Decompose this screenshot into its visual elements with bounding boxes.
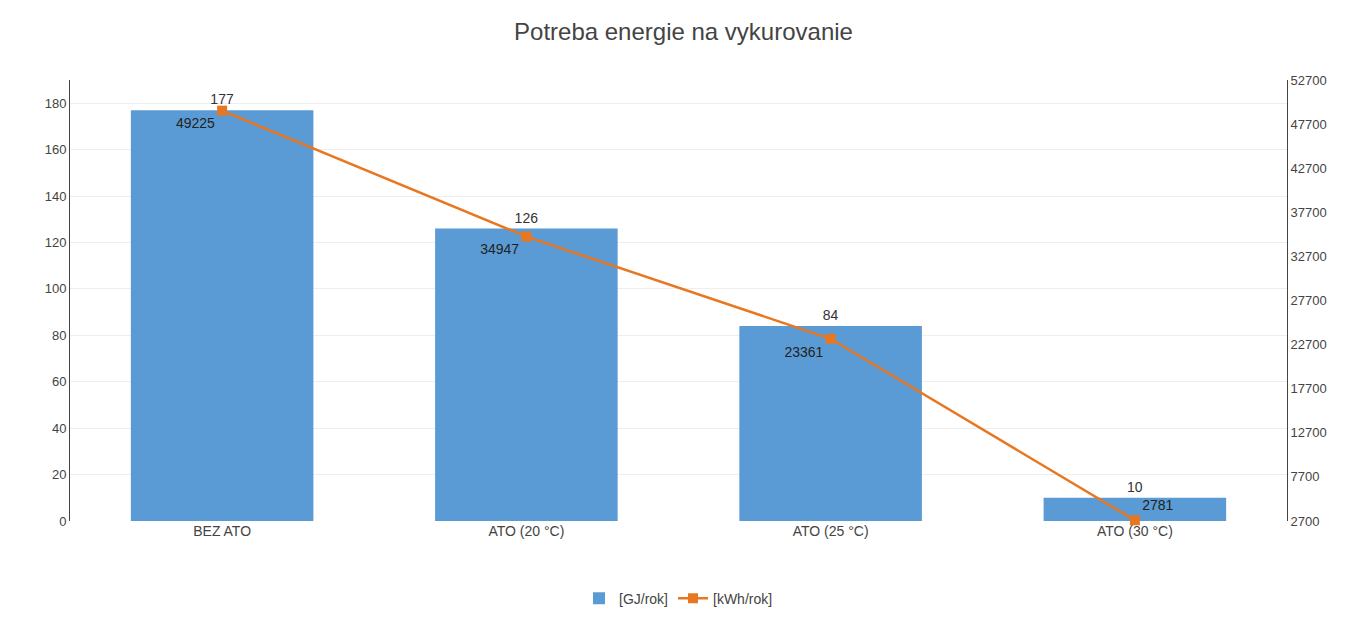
svg-text:52700: 52700 xyxy=(1291,73,1327,88)
svg-text:17700: 17700 xyxy=(1291,381,1327,396)
svg-text:2781: 2781 xyxy=(1142,497,1173,513)
svg-text:ATO (30 °C): ATO (30 °C) xyxy=(1097,523,1173,539)
svg-text:Potreba energie na vykurovanie: Potreba energie na vykurovanie xyxy=(514,18,853,45)
svg-text:80: 80 xyxy=(52,328,66,343)
svg-text:27700: 27700 xyxy=(1291,293,1327,308)
svg-text:126: 126 xyxy=(515,210,539,226)
svg-text:ATO (20 °C): ATO (20 °C) xyxy=(488,523,564,539)
svg-text:177: 177 xyxy=(210,91,234,107)
svg-text:180: 180 xyxy=(45,96,67,111)
svg-text:42700: 42700 xyxy=(1291,161,1327,176)
svg-text:47700: 47700 xyxy=(1291,117,1327,132)
svg-text:37700: 37700 xyxy=(1291,205,1327,220)
svg-text:10: 10 xyxy=(1127,479,1143,495)
svg-text:2700: 2700 xyxy=(1291,514,1320,529)
svg-text:49225: 49225 xyxy=(176,115,215,131)
svg-text:23361: 23361 xyxy=(784,344,823,360)
svg-text:40: 40 xyxy=(52,421,66,436)
svg-text:[kWh/rok]: [kWh/rok] xyxy=(713,591,772,607)
svg-text:84: 84 xyxy=(823,307,839,323)
svg-text:20: 20 xyxy=(52,467,66,482)
svg-text:7700: 7700 xyxy=(1291,469,1320,484)
svg-text:0: 0 xyxy=(59,514,66,529)
svg-text:ATO (25 °C): ATO (25 °C) xyxy=(793,523,869,539)
svg-text:[GJ/rok]: [GJ/rok] xyxy=(619,591,668,607)
svg-text:32700: 32700 xyxy=(1291,249,1327,264)
svg-text:34947: 34947 xyxy=(480,241,519,257)
svg-text:120: 120 xyxy=(45,235,67,250)
svg-text:60: 60 xyxy=(52,374,66,389)
svg-text:22700: 22700 xyxy=(1291,337,1327,352)
svg-text:BEZ ATO: BEZ ATO xyxy=(193,523,251,539)
svg-text:160: 160 xyxy=(45,142,67,157)
svg-text:100: 100 xyxy=(45,281,67,296)
svg-text:12700: 12700 xyxy=(1291,425,1327,440)
svg-text:140: 140 xyxy=(45,189,67,204)
